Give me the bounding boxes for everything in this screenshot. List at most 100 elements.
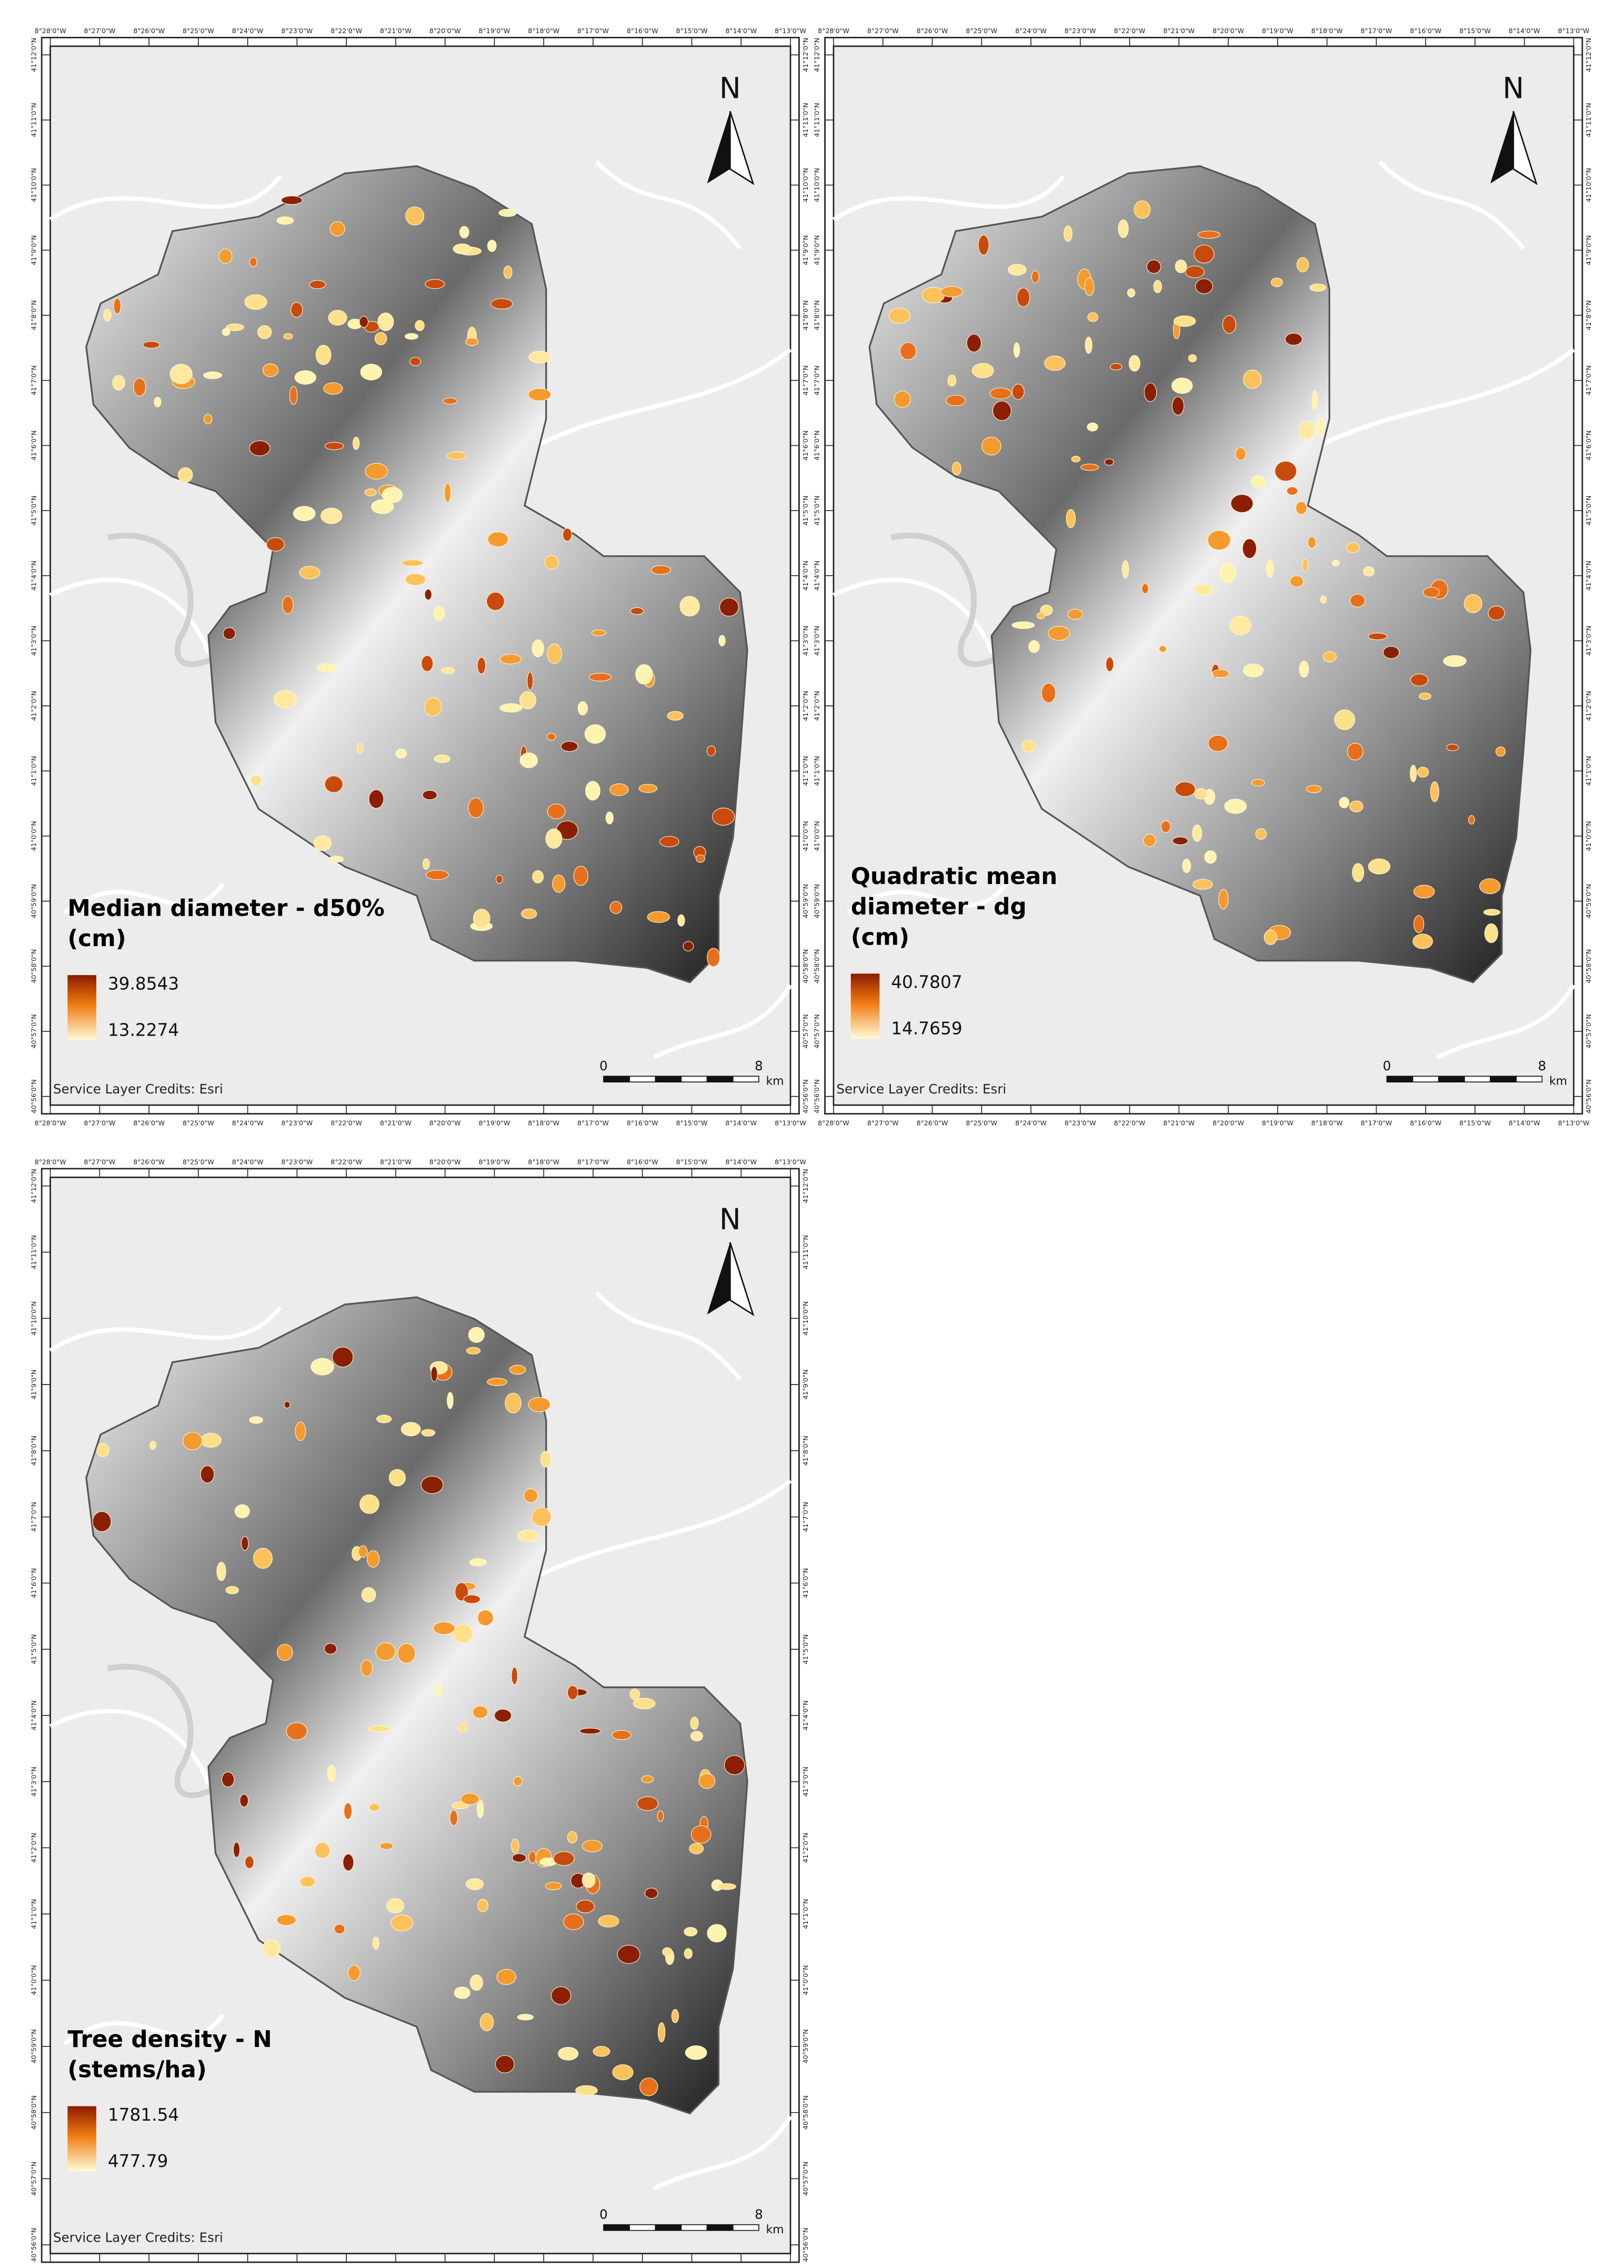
- forest-stand: [1275, 460, 1297, 481]
- forest-stand: [690, 1825, 711, 1844]
- road: [595, 1291, 742, 1381]
- forest-stand: [477, 657, 486, 674]
- forest-stand: [1468, 815, 1475, 825]
- forest-stand: [519, 752, 538, 768]
- forest-stand: [659, 836, 679, 847]
- latitude-label: 40°56'0"N: [813, 1079, 821, 1113]
- forest-stand: [433, 606, 445, 621]
- longitude-label: 8°27'0"W: [84, 1119, 115, 1127]
- forest-stand: [364, 488, 377, 497]
- forest-stand: [1071, 456, 1081, 463]
- forest-stand: [718, 635, 726, 647]
- latitude-label: 41°3'0"N: [813, 626, 821, 656]
- longitude-label: 8°19'0"W: [479, 27, 510, 35]
- latitude-label: 41°9'0"N: [1585, 235, 1592, 265]
- forest-stand: [282, 596, 294, 614]
- forest-stand: [415, 320, 425, 332]
- forest-stand: [579, 1728, 601, 1734]
- forest-stand: [940, 286, 963, 298]
- forest-stand: [1316, 416, 1325, 438]
- latitude-label: 40°57'0"N: [1585, 1014, 1592, 1048]
- forest-stand: [584, 724, 606, 744]
- longitude-label: 8°23'0"W: [1065, 27, 1096, 35]
- longitude-label: 8°17'0"W: [1360, 1119, 1392, 1127]
- longitude-label: 8°17'0"W: [577, 1158, 609, 1166]
- forest-stand: [434, 754, 450, 763]
- forest-stand: [223, 627, 236, 640]
- latitude-label: 40°56'0"N: [29, 2228, 37, 2262]
- latitude-label: 40°57'0"N: [813, 1014, 821, 1048]
- scale-bar-segment: [732, 2224, 759, 2231]
- forest-stand: [560, 741, 578, 752]
- forest-stand: [1044, 355, 1066, 371]
- legend-title: Tree density - N: [67, 2026, 272, 2053]
- forest-stand: [611, 1730, 631, 1740]
- latitude-label: 41°7'0"N: [801, 1502, 809, 1532]
- forest-stand: [1144, 383, 1157, 402]
- scale-bar-segment: [706, 2224, 734, 2231]
- road: [595, 160, 742, 250]
- forest-stand: [449, 1810, 458, 1826]
- forest-stand: [309, 280, 326, 289]
- longitude-label: 8°21'0"W: [380, 27, 412, 35]
- longitude-label: 8°20'0"W: [1212, 1119, 1244, 1127]
- forest-stand: [276, 1644, 293, 1661]
- forest-stand: [495, 2055, 515, 2073]
- forest-stand: [1188, 354, 1197, 363]
- forest-stand: [463, 1594, 481, 1604]
- latitude-label: 41°7'0"N: [1585, 365, 1592, 395]
- scale-bar-segment: [1464, 1076, 1491, 1082]
- forest-stand: [395, 748, 407, 759]
- forest-stand: [532, 639, 544, 658]
- forest-stand: [295, 1421, 306, 1441]
- forest-stand: [946, 395, 966, 406]
- longitude-label: 8°22'0"W: [1114, 1119, 1146, 1127]
- forest-stand: [1194, 788, 1208, 800]
- forest-stand: [249, 440, 270, 456]
- legend-color-ramp: [67, 975, 96, 1040]
- longitude-label: 8°25'0"W: [183, 2267, 214, 2268]
- forest-stand: [377, 312, 394, 332]
- longitude-label: 8°20'0"W: [1212, 27, 1244, 35]
- longitude-label: 8°14'0"W: [725, 2267, 757, 2268]
- forest-stand: [420, 1476, 444, 1494]
- forest-stand: [971, 363, 994, 378]
- longitude-label: 8°17'0"W: [577, 2267, 609, 2268]
- latitude-label: 41°4'0"N: [801, 560, 809, 590]
- forest-stand: [405, 206, 425, 226]
- forest-stand: [426, 870, 449, 880]
- credits: Service Layer Credits: Esri: [53, 2230, 223, 2245]
- legend-color-ramp: [67, 2106, 96, 2172]
- longitude-label: 8°21'0"W: [380, 1158, 412, 1166]
- legend-max: 1781.54: [108, 2105, 179, 2125]
- latitude-label: 41°0'0"N: [801, 1965, 809, 1995]
- forest-stand: [598, 1915, 619, 1928]
- longitude-label: 8°15'0"W: [676, 27, 708, 35]
- forest-stand: [487, 239, 497, 252]
- forest-stand: [1127, 288, 1136, 298]
- longitude-label: 8°14'0"W: [1509, 1119, 1540, 1127]
- forest-stand: [447, 1392, 454, 1409]
- longitude-label: 8°23'0"W: [281, 1119, 313, 1127]
- forest-stand: [169, 364, 193, 385]
- forest-stand: [379, 1842, 394, 1850]
- forest-stand: [317, 663, 338, 673]
- forest-stand: [328, 309, 347, 326]
- north-arrow-left: [707, 1242, 730, 1315]
- north-arrow-right: [1512, 111, 1538, 185]
- forest-stand: [479, 2013, 494, 2032]
- forest-stand: [1352, 863, 1365, 882]
- forest-stand: [400, 1422, 421, 1437]
- forest-stand: [1197, 230, 1220, 239]
- forest-stand: [1430, 781, 1439, 802]
- latitude-label: 40°59'0"N: [29, 2029, 37, 2063]
- forest-stand: [374, 332, 387, 345]
- latitude-label: 41°6'0"N: [801, 430, 809, 460]
- forest-stand: [1363, 566, 1375, 577]
- forest-stand: [1299, 420, 1315, 440]
- forest-stand: [405, 573, 426, 586]
- forest-stand: [635, 664, 653, 685]
- latitude-label: 40°58'0"N: [801, 2095, 809, 2130]
- north-label: N: [1502, 72, 1524, 105]
- longitude-label: 8°22'0"W: [330, 1119, 362, 1127]
